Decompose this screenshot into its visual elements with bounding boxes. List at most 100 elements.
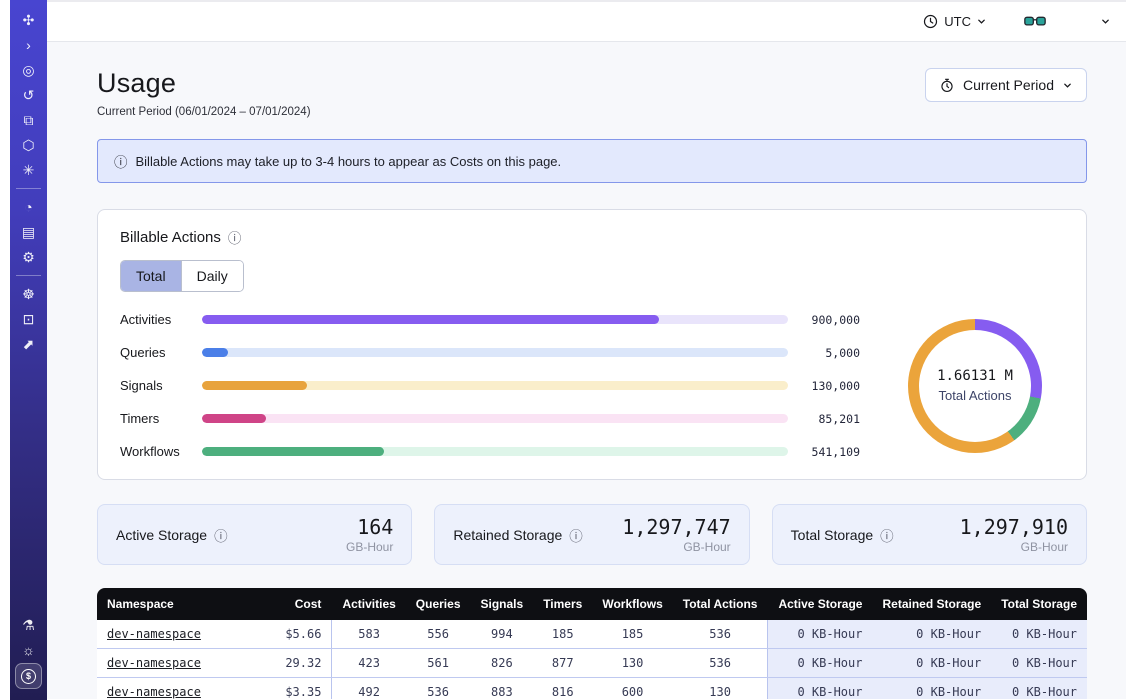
bar-value: 541,109	[811, 444, 860, 459]
expand-sidebar-icon[interactable]: ›	[26, 37, 31, 53]
stopwatch-icon	[941, 78, 953, 92]
cell-queries: 536	[405, 677, 471, 699]
cell-timers: 877	[533, 648, 593, 678]
namespace-link[interactable]: dev-namespace	[107, 627, 201, 641]
sidebar: ✣ › ◎ ↺ ⧉ ⬡ ✳ ◔ ▤ ⚙ ☸ ⊡ ⬈ ⚗ ☼ $	[10, 0, 47, 700]
billing-card-icon[interactable]: ▤	[21, 224, 36, 240]
col-workflows[interactable]: Workflows	[592, 588, 673, 620]
support-lifebuoy-icon[interactable]: ☸	[22, 286, 35, 302]
settings-gear-icon[interactable]: ⚙	[22, 249, 35, 265]
theme-sun-icon[interactable]: ☼	[22, 642, 35, 658]
col-namespace[interactable]: Namespace	[97, 588, 263, 620]
col-active-storage[interactable]: Active Storage	[767, 588, 873, 620]
cell-timers: 816	[533, 677, 593, 699]
tab-total[interactable]: Total	[121, 261, 181, 291]
cell-active-storage: 0 KB-Hour	[767, 648, 873, 678]
bar-label: Signals	[120, 378, 163, 393]
info-icon[interactable]: ⓘ	[880, 528, 894, 544]
bar-label: Workflows	[120, 444, 180, 459]
main-area: UTC Usage Current Period (06/01/2024 – 0…	[47, 0, 1126, 700]
bar-fill	[202, 447, 384, 456]
cell-activities: 492	[331, 677, 406, 699]
deployments-cube-icon[interactable]: ⬡	[22, 137, 35, 153]
retained-storage-unit: GB-Hour	[683, 540, 731, 554]
cell-total-storage: 0 KB-Hour	[991, 648, 1087, 678]
cell-active-storage: 0 KB-Hour	[767, 620, 873, 649]
clock-icon	[924, 14, 938, 29]
bar-fill	[202, 381, 308, 390]
info-icon: ⓘ	[114, 155, 128, 170]
table-header-row: Namespace Cost Activities Queries Signal…	[97, 588, 1087, 620]
cell-queries: 561	[405, 648, 471, 678]
info-icon[interactable]: ⓘ	[569, 528, 583, 544]
window-top-line	[47, 0, 1126, 2]
getting-started-rocket-icon[interactable]: ⬈	[22, 336, 35, 352]
namespaces-icon[interactable]: ◎	[22, 62, 35, 78]
bar-label: Queries	[120, 345, 166, 360]
bar-track	[202, 315, 788, 324]
cell-cost: $3.35	[262, 677, 332, 699]
namespace-usage-table: Namespace Cost Activities Queries Signal…	[97, 588, 1087, 699]
bar-track	[202, 381, 788, 390]
bar-label: Activities	[120, 312, 172, 327]
cell-activities: 583	[331, 620, 406, 649]
bar-fill	[202, 348, 229, 357]
labs-flask-icon[interactable]: ⚗	[22, 617, 35, 633]
bar-track	[202, 447, 788, 456]
period-dropdown-button[interactable]: Current Period	[924, 68, 1087, 102]
layers-icon[interactable]: ⧉	[23, 112, 34, 128]
user-avatar[interactable]	[1066, 9, 1091, 34]
donut-ring: 1.66131 M Total Actions	[908, 318, 1042, 453]
active-storage-label: Active Storage	[116, 526, 208, 543]
cell-signals: 994	[470, 620, 534, 649]
cell-queries: 556	[405, 620, 471, 649]
active-storage-unit: GB-Hour	[345, 540, 394, 554]
timezone-selector[interactable]: UTC	[923, 14, 986, 29]
info-icon[interactable]: ⓘ	[227, 231, 242, 246]
storage-cards-row: Active Storage ⓘ 164 GB-Hour Retained St…	[97, 504, 1087, 565]
cell-active-storage: 0 KB-Hour	[767, 677, 873, 699]
col-queries[interactable]: Queries	[405, 588, 471, 620]
retained-storage-value: 1,297,747	[622, 515, 731, 539]
cell-timers: 185	[533, 620, 593, 649]
timezone-label: UTC	[944, 14, 971, 29]
bar-row-workflows: Workflows 541,109	[120, 444, 860, 459]
col-total-actions[interactable]: Total Actions	[672, 588, 768, 620]
temporal-logo-icon[interactable]: ✣	[22, 12, 35, 28]
cell-signals: 883	[470, 677, 534, 699]
namespace-link[interactable]: dev-namespace	[107, 656, 201, 670]
glasses-icon[interactable]	[1024, 15, 1046, 28]
page-content: Usage Current Period (06/01/2024 – 07/01…	[47, 42, 1126, 699]
bar-value: 130,000	[811, 378, 860, 393]
bar-value: 85,201	[818, 411, 860, 426]
col-retained-storage[interactable]: Retained Storage	[872, 588, 992, 620]
cell-total-actions: 536	[672, 620, 768, 649]
cell-retained-storage: 0 KB-Hour	[872, 620, 992, 649]
feedback-monitor-icon[interactable]: ⊡	[22, 311, 35, 327]
active-storage-value: 164	[357, 515, 394, 539]
col-total-storage[interactable]: Total Storage	[991, 588, 1087, 620]
cell-workflows: 185	[592, 620, 673, 649]
nexus-icon[interactable]: ✳	[22, 162, 35, 178]
bar-fill	[202, 414, 267, 423]
namespace-link[interactable]: dev-namespace	[107, 685, 201, 699]
total-actions-label: Total Actions	[938, 388, 1012, 403]
chevron-down-icon	[978, 19, 985, 24]
account-chevron-down-icon[interactable]	[1101, 17, 1110, 26]
bar-value: 5,000	[825, 345, 860, 360]
col-cost[interactable]: Cost	[262, 588, 332, 620]
usage-gauge-icon[interactable]: ◔	[24, 199, 33, 215]
col-activities[interactable]: Activities	[331, 588, 406, 620]
retained-storage-card: Retained Storage ⓘ 1,297,747 GB-Hour	[434, 504, 750, 565]
sidebar-divider	[16, 188, 41, 189]
bar-track	[202, 348, 788, 357]
tab-daily[interactable]: Daily	[180, 261, 243, 291]
billable-actions-bar-chart: Activities 900,000 Queries 5,000 Signals…	[120, 312, 886, 459]
sidebar-divider	[16, 275, 41, 276]
schedules-icon[interactable]: ↺	[22, 87, 35, 103]
bar-label: Timers	[120, 411, 160, 426]
info-icon[interactable]: ⓘ	[214, 528, 228, 544]
col-signals[interactable]: Signals	[470, 588, 534, 620]
col-timers[interactable]: Timers	[533, 588, 593, 620]
pricing-coin-icon[interactable]: $	[15, 663, 42, 689]
